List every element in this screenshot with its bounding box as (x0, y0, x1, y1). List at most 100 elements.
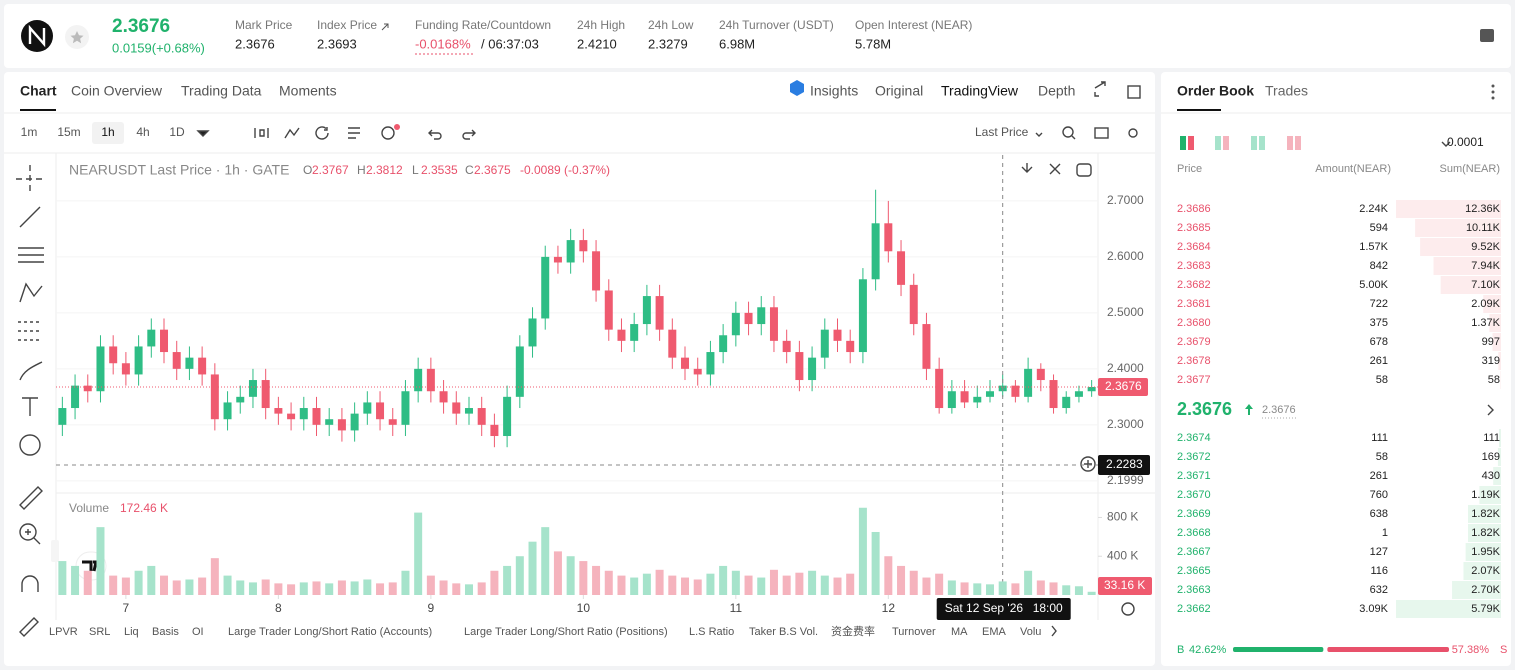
tab[interactable]: Moments (279, 83, 337, 99)
volume-bar (592, 565, 601, 595)
candle-body (490, 424, 499, 437)
view-tab[interactable]: Depth (1038, 83, 1075, 99)
volume-bar (121, 577, 130, 595)
ob-layout-icon[interactable] (1188, 136, 1194, 150)
x-tick-label: 11 (730, 601, 743, 615)
ob-amount: 5.00K (1359, 279, 1388, 291)
candle-body (452, 402, 461, 414)
chart-tools[interactable] (16, 81, 1494, 637)
depth-bar (1452, 581, 1501, 599)
interval[interactable]: 1h (101, 125, 114, 139)
volume-bar (58, 561, 67, 595)
ob-layout-icon[interactable] (1251, 136, 1257, 150)
indicator[interactable]: SRL (89, 626, 110, 638)
tab[interactable]: Trading Data (181, 83, 262, 99)
tab[interactable]: Coin Overview (71, 83, 163, 99)
candle-body (681, 357, 690, 369)
candle-body (846, 340, 855, 353)
ob-precision[interactable]: 0.0001 (1447, 135, 1484, 149)
depth-bar (1415, 219, 1501, 237)
candle-body (198, 357, 207, 375)
menu-dot[interactable] (1491, 96, 1495, 100)
interval[interactable]: 1m (21, 125, 38, 139)
ob-amount: 58 (1376, 374, 1388, 386)
ob-layout-icon[interactable] (1215, 136, 1221, 150)
ob-layout-icon[interactable] (1223, 136, 1229, 150)
candle-body (960, 391, 969, 403)
ob-sum: 2.07K (1471, 565, 1500, 577)
candle-body (922, 324, 931, 369)
interval[interactable]: 4h (136, 125, 149, 139)
ob-amount: 594 (1370, 222, 1388, 234)
indicator[interactable]: LPVR (49, 626, 78, 638)
volume-bar (566, 556, 575, 595)
volume-bar (198, 577, 207, 595)
stat-value: 2.4210 (577, 36, 617, 51)
ob-price: 2.3671 (1177, 470, 1211, 482)
indicator[interactable]: OI (192, 626, 204, 638)
ob-layout-icon[interactable] (1259, 136, 1265, 150)
volume-bar (337, 580, 346, 595)
volume-bar (160, 575, 169, 595)
ob-amount: 261 (1370, 470, 1388, 482)
indicator[interactable]: 资金费率 (831, 624, 875, 638)
x-tick-label: 10 (577, 601, 591, 615)
volume-bar (922, 577, 931, 595)
volume-bar (439, 580, 448, 595)
ob-layout-icon[interactable] (1180, 136, 1186, 150)
volume-bar (490, 570, 499, 595)
depth-bar (1433, 257, 1501, 275)
ob-tab[interactable]: Trades (1265, 83, 1308, 99)
interval[interactable]: 15m (57, 125, 80, 139)
stat-value: 2.3279 (648, 36, 688, 51)
indicator[interactable]: Turnover (892, 626, 936, 638)
indicator[interactable]: Taker B.S Vol. (749, 626, 818, 638)
price-type[interactable]: Last Price (975, 125, 1029, 139)
ob-price: 2.3680 (1177, 317, 1211, 329)
indicator[interactable]: Large Trader Long/Short Ratio (Accounts) (228, 626, 432, 638)
collapse-handle[interactable] (51, 540, 59, 562)
menu-dot[interactable] (1491, 84, 1495, 88)
candle-body (1011, 385, 1020, 397)
ob-layout-icon[interactable] (1287, 136, 1293, 150)
view-tab[interactable]: Original (875, 83, 923, 99)
tab[interactable]: Chart (20, 83, 57, 99)
indicator[interactable]: Large Trader Long/Short Ratio (Positions… (464, 626, 668, 638)
ob-layout-icon[interactable] (1295, 136, 1301, 150)
indicator[interactable]: Liq (124, 626, 139, 638)
volume-bar (325, 583, 334, 595)
indicator[interactable]: Basis (152, 626, 179, 638)
volume-bar (795, 572, 804, 595)
ob-price: 2.3682 (1177, 279, 1211, 291)
ob-sum: 5.79K (1471, 603, 1500, 615)
volume-bar (363, 579, 372, 595)
volume-bar (769, 569, 778, 595)
candle-body (566, 240, 575, 263)
ob-amount: 127 (1370, 546, 1388, 558)
menu-dot[interactable] (1491, 90, 1495, 94)
stat-label: 24h Turnover (USDT) (719, 18, 834, 32)
candle-body (350, 413, 359, 431)
volume-bar (858, 507, 867, 595)
candle-body (668, 329, 677, 358)
depth-bar (1492, 333, 1501, 351)
indicator[interactable]: Volu (1020, 626, 1041, 638)
indicator[interactable]: EMA (982, 626, 1007, 638)
volume-bar (109, 575, 118, 595)
candle-body (820, 329, 829, 358)
candle-body (1036, 368, 1045, 381)
view-tab[interactable]: Insights (810, 83, 858, 99)
indicator[interactable]: MA (951, 626, 968, 638)
indicator[interactable]: L.S Ratio (689, 626, 734, 638)
interval[interactable]: 1D (169, 125, 185, 139)
stat-label: 24h Low (648, 18, 694, 32)
notes-icon[interactable] (1480, 29, 1494, 42)
candle-body (185, 357, 194, 369)
candle-body (630, 324, 639, 341)
x-tick-label: 9 (428, 601, 435, 615)
ob-tab[interactable]: Order Book (1177, 83, 1254, 99)
candle-body (223, 402, 232, 420)
volume-bar (426, 575, 435, 595)
candle-body (579, 240, 588, 252)
view-tab[interactable]: TradingView (941, 83, 1019, 99)
